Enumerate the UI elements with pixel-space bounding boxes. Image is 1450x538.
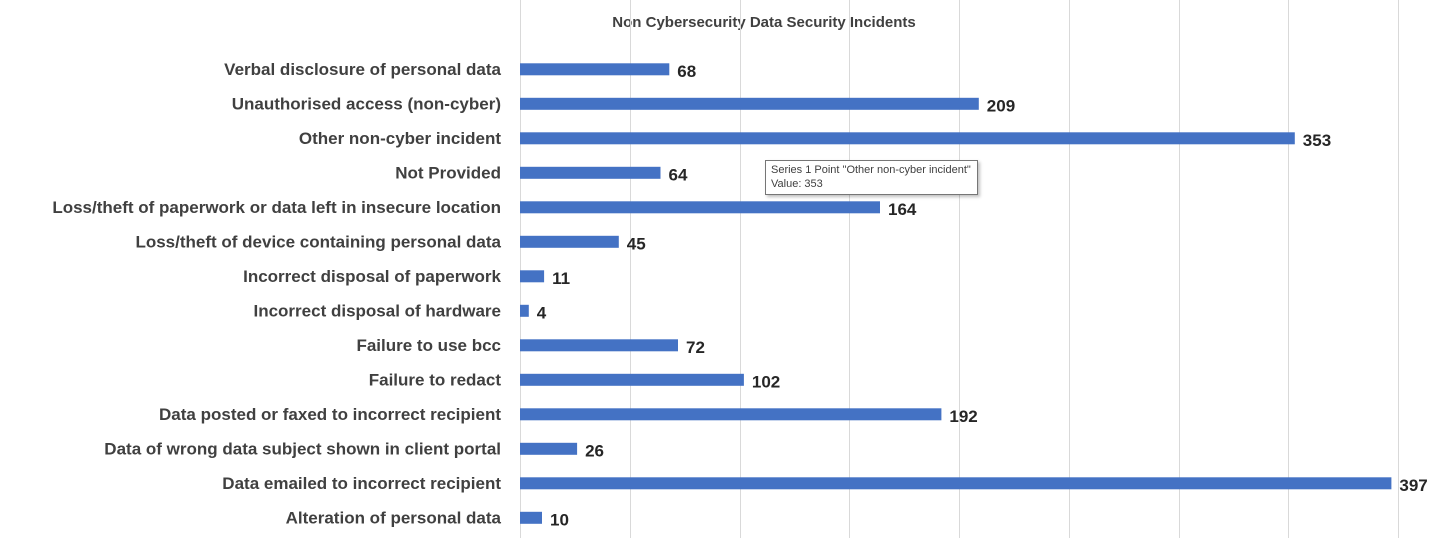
data-label-12: 397 — [1399, 476, 1427, 495]
category-label-10: Data posted or faxed to incorrect recipi… — [159, 405, 501, 424]
category-label-0: Verbal disclosure of personal data — [224, 60, 501, 79]
category-label-2: Other non-cyber incident — [299, 129, 501, 148]
bar-1[interactable] — [520, 97, 979, 110]
bar-6[interactable] — [520, 270, 545, 283]
data-label-0: 68 — [677, 62, 696, 81]
data-label-10: 192 — [949, 407, 977, 426]
data-label-8: 72 — [686, 338, 705, 357]
category-label-13: Alteration of personal data — [286, 508, 502, 527]
chart-title: Non Cybersecurity Data Security Incident… — [612, 14, 916, 31]
data-label-2: 353 — [1303, 131, 1331, 150]
bar-5[interactable] — [520, 235, 619, 248]
data-label-5: 45 — [627, 234, 646, 253]
category-label-6: Incorrect disposal of paperwork — [243, 267, 501, 286]
bar-8[interactable] — [520, 339, 678, 352]
category-label-4: Loss/theft of paperwork or data left in … — [52, 198, 501, 217]
data-labels: 68 209 353 64 164 45 11 4 72 102 192 26 397 10 — [537, 62, 1428, 529]
data-label-6: 11 — [552, 269, 570, 288]
gridlines — [520, 0, 1399, 538]
tooltip-series-point: Series 1 Point "Other non-cyber incident… — [771, 164, 971, 176]
bar-3[interactable] — [520, 166, 661, 179]
data-label-9: 102 — [752, 372, 780, 391]
category-labels: Verbal disclosure of personal data Unauth… — [52, 60, 502, 527]
bar-10[interactable] — [520, 408, 942, 421]
data-label-3: 64 — [669, 165, 688, 184]
bar-13[interactable] — [520, 511, 542, 524]
category-label-11: Data of wrong data subject shown in clie… — [104, 439, 501, 458]
category-label-8: Failure to use bcc — [356, 336, 501, 355]
hover-tooltip: Series 1 Point "Other non-cyber incident… — [765, 160, 978, 195]
bar-2[interactable] — [520, 132, 1295, 145]
category-label-12: Data emailed to incorrect recipient — [222, 474, 501, 493]
bar-7[interactable] — [520, 304, 529, 317]
bar-0[interactable] — [520, 63, 670, 76]
data-label-13: 10 — [550, 510, 569, 529]
tooltip-value: Value: 353 — [771, 178, 823, 190]
data-label-11: 26 — [585, 441, 604, 460]
bar-4[interactable] — [520, 201, 880, 214]
bar-12[interactable] — [520, 477, 1392, 490]
bar-11[interactable] — [520, 442, 578, 455]
category-label-9: Failure to redact — [369, 370, 502, 389]
category-label-3: Not Provided — [395, 163, 501, 182]
data-label-1: 209 — [987, 96, 1015, 115]
bars — [520, 63, 1392, 524]
bar-9[interactable] — [520, 373, 744, 386]
category-label-5: Loss/theft of device containing personal… — [135, 232, 501, 251]
category-label-1: Unauthorised access (non-cyber) — [232, 94, 501, 113]
category-label-7: Incorrect disposal of hardware — [253, 301, 501, 320]
data-label-4: 164 — [888, 200, 917, 219]
data-label-7: 4 — [537, 303, 547, 322]
